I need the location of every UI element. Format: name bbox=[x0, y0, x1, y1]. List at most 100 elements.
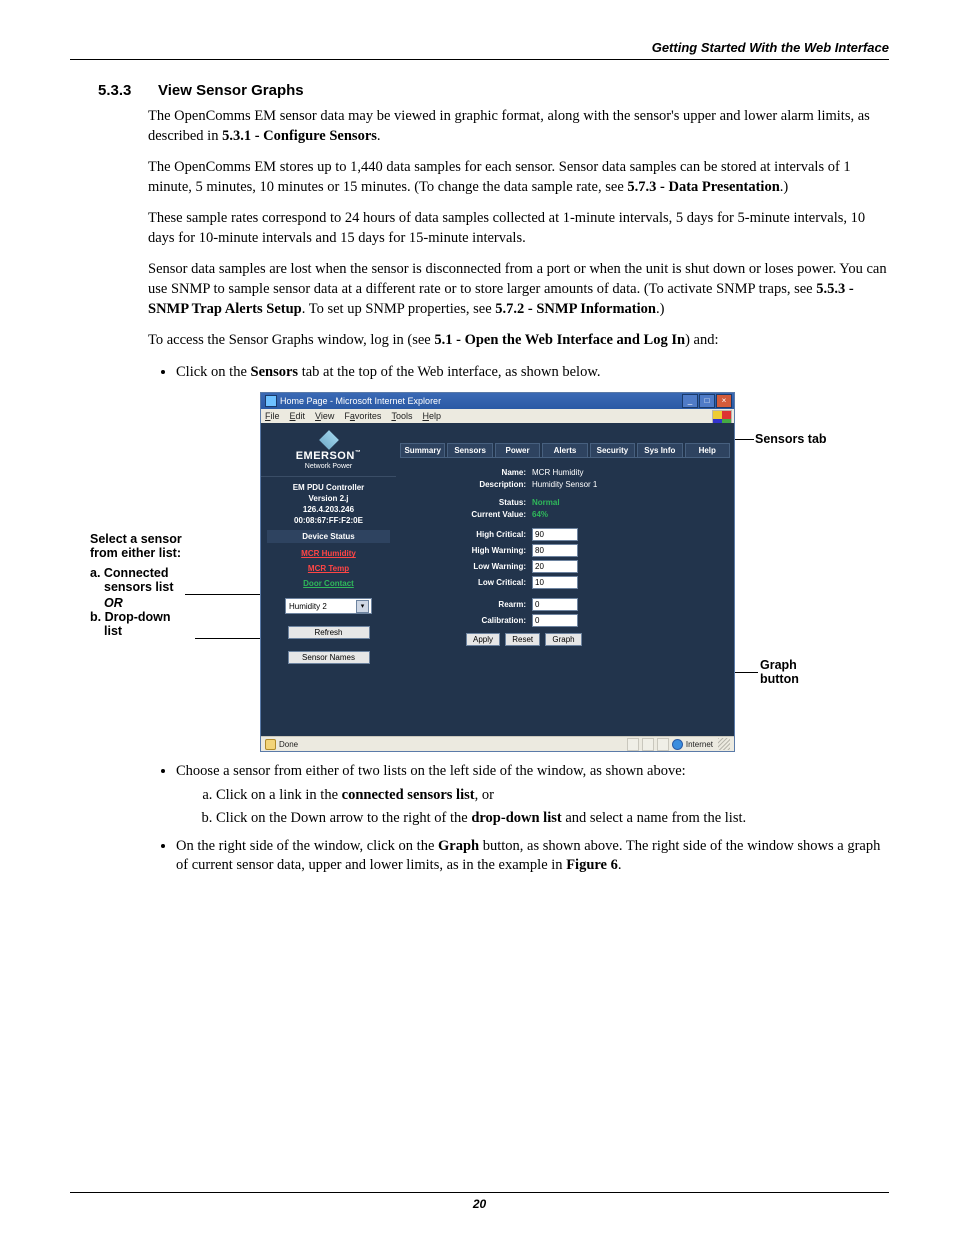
input-rearm[interactable] bbox=[532, 598, 578, 611]
text: Click on the Down arrow to the right of … bbox=[216, 810, 471, 826]
sidebar: EMERSON™ Network Power EM PDU Controller… bbox=[261, 423, 396, 737]
text: , or bbox=[475, 787, 494, 803]
input-high-critical[interactable] bbox=[532, 528, 578, 541]
label-low-critical: Low Critical: bbox=[406, 578, 532, 587]
text-bold: Graph bbox=[438, 838, 479, 854]
sidebar-link-humidity[interactable]: MCR Humidity bbox=[269, 549, 388, 558]
running-head: Getting Started With the Web Interface bbox=[70, 40, 889, 60]
status-segment bbox=[642, 738, 654, 751]
resize-grip-icon bbox=[718, 738, 730, 750]
sensor-form: Name:MCR Humidity Description:Humidity S… bbox=[400, 457, 730, 652]
label-name: Name: bbox=[406, 468, 532, 477]
section-title: View Sensor Graphs bbox=[158, 82, 304, 99]
text-bold: drop-down list bbox=[471, 810, 561, 826]
ie-icon bbox=[265, 395, 277, 407]
callout-line: b. Drop-down bbox=[90, 610, 250, 624]
form-button-row: Apply Reset Graph bbox=[466, 633, 724, 646]
graph-button[interactable]: Graph bbox=[545, 633, 581, 646]
menu-favorites[interactable]: Favorites bbox=[344, 411, 381, 421]
para-3: These sample rates correspond to 24 hour… bbox=[148, 209, 889, 248]
menu-tools[interactable]: Tools bbox=[391, 411, 412, 421]
menu-edit[interactable]: Edit bbox=[290, 411, 306, 421]
window-titlebar: Home Page - Microsoft Internet Explorer … bbox=[261, 393, 734, 409]
screenshot-figure: Select a sensor from either list: a. Con… bbox=[90, 392, 860, 752]
brand-area: EMERSON™ Network Power bbox=[261, 423, 396, 477]
main-panel: Summary Sensors Power Alerts Security Sy… bbox=[396, 423, 734, 737]
value-current: 64% bbox=[532, 510, 548, 519]
callout-or: OR bbox=[90, 596, 250, 610]
maximize-button[interactable]: □ bbox=[699, 394, 715, 408]
callout-sensors-tab: Sensors tab bbox=[755, 432, 827, 446]
page-number: 20 bbox=[473, 1197, 486, 1211]
text: . bbox=[377, 128, 381, 144]
tab-help[interactable]: Help bbox=[685, 443, 730, 457]
label-current: Current Value: bbox=[406, 510, 532, 519]
app-frame: EMERSON™ Network Power EM PDU Controller… bbox=[261, 423, 734, 737]
text: Choose a sensor from either of two lists… bbox=[176, 763, 686, 779]
refresh-button[interactable]: Refresh bbox=[288, 626, 370, 639]
device-status-header: Device Status bbox=[267, 530, 390, 543]
minimize-button[interactable]: _ bbox=[682, 394, 698, 408]
input-low-warning[interactable] bbox=[532, 560, 578, 573]
sidebar-link-door[interactable]: Door Contact bbox=[269, 579, 388, 588]
sidebar-link-temp[interactable]: MCR Temp bbox=[269, 564, 388, 573]
label-rearm: Rearm: bbox=[406, 600, 532, 609]
input-low-critical[interactable] bbox=[532, 576, 578, 589]
device-title: EM PDU Controller bbox=[267, 483, 390, 494]
sensor-names-button[interactable]: Sensor Names bbox=[288, 651, 370, 664]
browser-window: Home Page - Microsoft Internet Explorer … bbox=[260, 392, 735, 752]
callout-graph-button: Graph button bbox=[760, 658, 799, 686]
text: ) and: bbox=[685, 332, 718, 348]
page-icon bbox=[265, 739, 276, 750]
callout-line: sensors list bbox=[90, 580, 250, 594]
callout-line: a. Connected bbox=[90, 566, 250, 580]
status-segment bbox=[657, 738, 669, 751]
label-high-critical: High Critical: bbox=[406, 530, 532, 539]
apply-button[interactable]: Apply bbox=[466, 633, 500, 646]
device-header: EM PDU Controller Version 2.j 126.4.203.… bbox=[261, 477, 396, 530]
tab-power[interactable]: Power bbox=[495, 443, 540, 457]
text: On the right side of the window, click o… bbox=[176, 838, 438, 854]
text-bold: connected sensors list bbox=[342, 787, 475, 803]
tab-sysinfo[interactable]: Sys Info bbox=[637, 443, 682, 457]
callout-line: Graph bbox=[760, 658, 799, 672]
bullet-list-bottom: Choose a sensor from either of two lists… bbox=[148, 762, 889, 876]
sublist: Click on a link in the connected sensors… bbox=[176, 786, 889, 829]
tab-summary[interactable]: Summary bbox=[400, 443, 445, 457]
menu-help[interactable]: Help bbox=[422, 411, 441, 421]
text: Sensor data samples are lost when the se… bbox=[148, 261, 887, 297]
para-1: The OpenComms EM sensor data may be view… bbox=[148, 107, 889, 146]
callout-select-sensor: Select a sensor from either list: a. Con… bbox=[90, 532, 250, 638]
brand-name: EMERSON™ bbox=[265, 450, 392, 462]
para-2: The OpenComms EM stores up to 1,440 data… bbox=[148, 158, 889, 197]
ref-snmp-info: 5.7.2 - SNMP Information bbox=[495, 301, 656, 317]
dropdown-value: Humidity 2 bbox=[289, 602, 327, 611]
window-title: Home Page - Microsoft Internet Explorer bbox=[280, 396, 441, 406]
trademark: ™ bbox=[355, 450, 362, 456]
sensor-dropdown[interactable]: Humidity 2 ▾ bbox=[285, 598, 372, 614]
bullet-2: Choose a sensor from either of two lists… bbox=[176, 762, 889, 829]
text: To access the Sensor Graphs window, log … bbox=[148, 332, 434, 348]
tab-bar: Summary Sensors Power Alerts Security Sy… bbox=[396, 423, 734, 457]
label-calibration: Calibration: bbox=[406, 616, 532, 625]
tab-alerts[interactable]: Alerts bbox=[542, 443, 587, 457]
status-text: Done bbox=[279, 740, 298, 749]
text: .) bbox=[656, 301, 664, 317]
tab-sensors[interactable]: Sensors bbox=[447, 443, 492, 457]
para-5: To access the Sensor Graphs window, log … bbox=[148, 331, 889, 351]
tab-security[interactable]: Security bbox=[590, 443, 635, 457]
reset-button[interactable]: Reset bbox=[505, 633, 540, 646]
ref-data-presentation: 5.7.3 - Data Presentation bbox=[627, 179, 779, 195]
input-calibration[interactable] bbox=[532, 614, 578, 627]
text: .) bbox=[780, 179, 788, 195]
menu-file[interactable]: File bbox=[265, 411, 280, 421]
ref-figure-6: Figure 6 bbox=[566, 857, 618, 873]
menu-view[interactable]: View bbox=[315, 411, 334, 421]
text: and select a name from the list. bbox=[562, 810, 746, 826]
internet-zone-icon bbox=[672, 739, 683, 750]
close-button[interactable]: × bbox=[716, 394, 732, 408]
input-high-warning[interactable] bbox=[532, 544, 578, 557]
section-heading: 5.3.3 View Sensor Graphs bbox=[70, 82, 889, 99]
chevron-down-icon[interactable]: ▾ bbox=[356, 600, 369, 613]
label-desc: Description: bbox=[406, 480, 532, 489]
